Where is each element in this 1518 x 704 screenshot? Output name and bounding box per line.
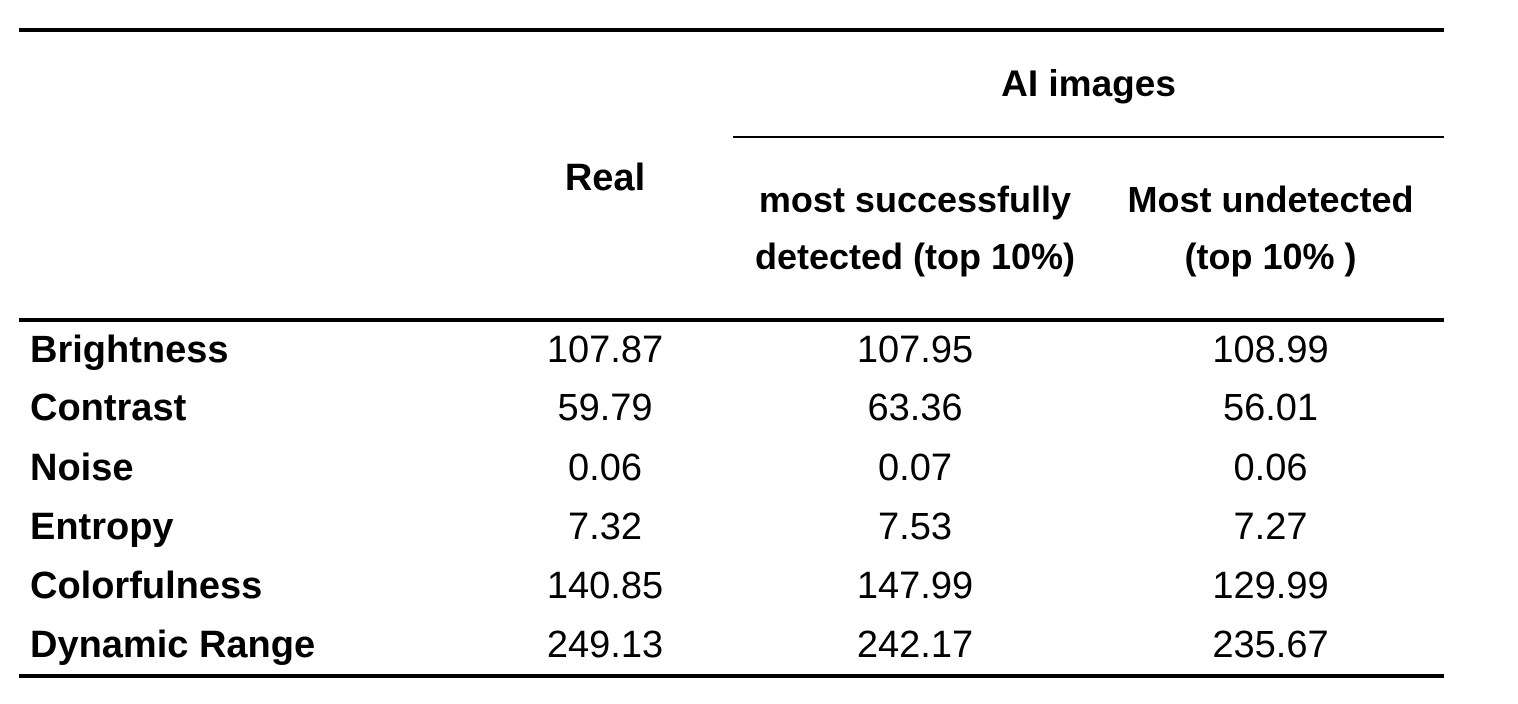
row-label: Colorfulness	[30, 565, 263, 608]
cell-value: 59.79	[557, 387, 653, 430]
column-header-real: Real	[477, 30, 733, 322]
table-row-brightness: Brightness 107.87 107.95 108.99	[19, 320, 1444, 379]
cell-value: 0.06	[568, 446, 642, 489]
cell-value: 147.99	[856, 565, 974, 608]
cell-value: 0.06	[1233, 446, 1308, 489]
cell-value: 242.17	[856, 623, 974, 666]
column-header-most-undetected: Most undetected (top 10% )	[1097, 137, 1445, 322]
row-label: Contrast	[30, 387, 187, 430]
image-metrics-table: Real AI images most successfully detecte…	[19, 28, 1445, 678]
table-row-colorfulness: Colorfulness 140.85 147.99 129.99	[19, 557, 1444, 616]
cell-value: 63.36	[867, 387, 963, 430]
column-header-most-detected: most successfully detected (top 10%)	[733, 137, 1097, 322]
cell-value: 129.99	[1212, 565, 1329, 608]
cell-value: 140.85	[546, 565, 664, 608]
table-row-entropy: Entropy 7.32 7.53 7.27	[19, 498, 1444, 557]
row-label: Noise	[30, 446, 134, 489]
row-label: Entropy	[30, 506, 174, 549]
ai-images-group-header: AI images	[733, 30, 1445, 138]
row-label: Dynamic Range	[30, 623, 316, 666]
table-row-dynamic-range: Dynamic Range 249.13 242.17 235.67	[19, 616, 1444, 675]
header-row-group: Real AI images	[19, 30, 1445, 322]
cell-value: 108.99	[1212, 329, 1329, 372]
table-row-contrast: Contrast 59.79 63.36 56.01	[19, 379, 1444, 438]
cell-value: 7.53	[878, 506, 952, 549]
cell-value: 7.32	[568, 506, 642, 549]
cell-value: 107.95	[856, 329, 974, 372]
cell-value: 7.27	[1233, 506, 1308, 549]
cell-value: 0.07	[878, 446, 952, 489]
cell-value: 107.87	[546, 329, 664, 372]
table-row-noise: Noise 0.06 0.07 0.06	[19, 439, 1444, 498]
corner-cell	[19, 30, 477, 322]
header-row-subcolumns: most successfully detected (top 10%) Mos…	[19, 137, 1445, 322]
cell-value: 235.67	[1212, 623, 1329, 666]
cell-value: 56.01	[1222, 387, 1319, 430]
row-label: Brightness	[30, 329, 229, 372]
cell-value: 249.13	[546, 623, 664, 666]
